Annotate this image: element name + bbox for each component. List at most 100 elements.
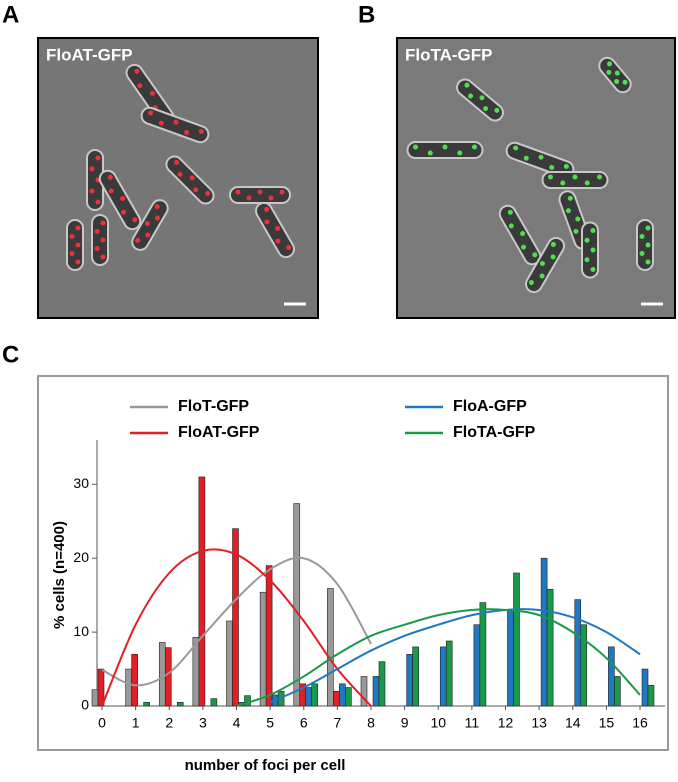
- trend-line: [101, 548, 372, 707]
- bar: [232, 528, 239, 707]
- focus: [94, 246, 100, 251]
- focus: [286, 245, 292, 251]
- focus: [246, 195, 252, 201]
- focus: [507, 209, 513, 215]
- y-tick-label: 10: [73, 623, 89, 639]
- trend-line: [236, 608, 641, 707]
- bar: [378, 661, 386, 707]
- bar: [473, 624, 481, 707]
- cell-body: [636, 219, 654, 271]
- focus: [520, 231, 526, 236]
- focus: [464, 82, 470, 88]
- focus: [590, 247, 596, 253]
- focus: [69, 234, 75, 239]
- panel-label: FloTA-GFP: [405, 45, 493, 64]
- panel-letter: C: [2, 341, 19, 368]
- cell: [255, 201, 295, 259]
- bar: [293, 503, 301, 707]
- chart-frame: [37, 375, 669, 751]
- panel-label: FloAT-GFP: [46, 45, 133, 64]
- focus: [590, 267, 596, 272]
- focus: [94, 229, 100, 234]
- bar: [345, 687, 352, 707]
- focus: [560, 180, 566, 186]
- cell-body: [598, 56, 632, 94]
- bar: [91, 689, 99, 707]
- focus: [427, 150, 433, 156]
- bar: [259, 591, 267, 707]
- cell-body: [581, 221, 599, 279]
- focus: [184, 129, 190, 135]
- focus: [523, 155, 529, 161]
- cell: [456, 78, 504, 122]
- focus: [528, 280, 534, 286]
- cell: [406, 141, 484, 159]
- bar: [479, 602, 487, 707]
- bar: [546, 588, 554, 707]
- x-tick-label: 16: [632, 715, 648, 731]
- bar: [614, 676, 621, 707]
- x-tick-label: 7: [333, 715, 341, 731]
- bar: [244, 695, 251, 707]
- x-tick-label: 15: [599, 715, 615, 731]
- focus: [107, 174, 113, 180]
- focus: [565, 208, 571, 214]
- focus: [508, 223, 514, 229]
- focus: [539, 273, 545, 279]
- bar: [125, 668, 132, 707]
- focus: [639, 251, 645, 256]
- focus: [472, 144, 477, 150]
- x-tick-label: 0: [98, 715, 106, 731]
- cell-body: [98, 169, 142, 231]
- focus: [257, 189, 263, 195]
- x-tick-label: 8: [367, 715, 375, 731]
- focus: [100, 254, 106, 260]
- cell: [636, 219, 654, 271]
- focus: [154, 215, 160, 221]
- cell-body: [525, 236, 565, 294]
- focus: [575, 216, 581, 222]
- focus: [275, 226, 281, 231]
- bar: [164, 647, 172, 707]
- focus: [645, 225, 651, 231]
- focus: [75, 225, 81, 231]
- cell: [505, 141, 575, 179]
- bar: [311, 683, 319, 707]
- x-tick-label: 6: [300, 715, 308, 731]
- cell-body: [229, 186, 291, 204]
- x-tick-label: 4: [233, 715, 241, 731]
- bar: [608, 646, 615, 707]
- focus: [584, 237, 590, 243]
- y-tick-label: 20: [73, 549, 89, 565]
- focus: [108, 188, 114, 194]
- cell: [66, 219, 84, 271]
- focus: [177, 171, 183, 177]
- focus: [521, 244, 527, 250]
- focus: [479, 95, 485, 101]
- y-axis-label: % cells (n=400): [51, 521, 68, 629]
- bar: [360, 676, 368, 707]
- cell: [525, 236, 565, 294]
- y-tick-label: 0: [81, 697, 89, 713]
- bar: [641, 668, 649, 707]
- x-tick-label: 14: [565, 715, 581, 731]
- focus: [549, 164, 555, 170]
- bar: [305, 687, 313, 707]
- bar: [226, 620, 233, 707]
- bar: [176, 702, 184, 707]
- focus: [563, 163, 569, 169]
- focus: [121, 209, 127, 215]
- bar: [580, 624, 588, 707]
- x-tick-label: 13: [531, 715, 547, 731]
- focus: [573, 228, 579, 234]
- focus: [483, 106, 489, 112]
- cell: [541, 171, 609, 189]
- legend-label: FloA-GFP: [453, 398, 527, 415]
- bar: [131, 653, 138, 707]
- focus: [193, 187, 199, 193]
- focus: [572, 174, 578, 180]
- bar: [327, 588, 334, 707]
- cell: [91, 214, 109, 266]
- cell-body: [140, 106, 210, 144]
